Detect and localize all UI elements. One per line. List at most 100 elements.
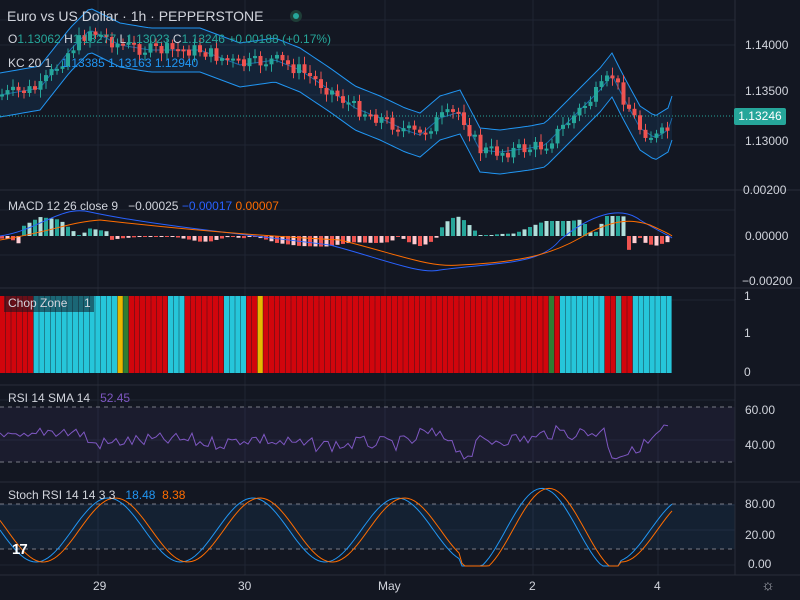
- stoch-tick: 20.00: [745, 528, 776, 542]
- macd-histogram-bar: [605, 216, 609, 236]
- candle-body: [654, 133, 659, 138]
- chop-zone-bar: [224, 296, 230, 373]
- stoch-rsi-plot: [0, 487, 735, 567]
- candle-body: [517, 144, 521, 148]
- chop-zone-bar: [134, 296, 140, 373]
- candle-body: [121, 43, 125, 46]
- candle-body: [418, 129, 422, 133]
- chop-zone-bar: [341, 296, 347, 373]
- candle-body: [550, 143, 554, 149]
- logo-text: 17: [12, 541, 28, 558]
- macd-histogram-bar: [660, 236, 664, 244]
- macd-histogram-bar: [539, 222, 543, 236]
- chop-zone-bar: [481, 296, 487, 373]
- macd-histogram-bar: [654, 236, 659, 246]
- macd-histogram-bar: [242, 236, 246, 239]
- macd-histogram-bar: [143, 236, 147, 237]
- time-tick: May: [378, 579, 401, 593]
- candle-body: [82, 35, 87, 41]
- chop-zone-bar: [201, 296, 207, 373]
- candle-body: [286, 60, 290, 65]
- macd-histogram-bar: [434, 236, 439, 238]
- candle-body: [407, 125, 411, 129]
- chop-zone-bar: [84, 296, 90, 373]
- macd-hist-value: 0.00007: [235, 199, 279, 213]
- chop-zone-bar: [39, 296, 45, 373]
- symbol-title[interactable]: Euro vs US Dollar · 1h · PEPPERSTONE: [7, 8, 264, 24]
- rsi-name: RSI 14 SMA 14: [8, 391, 91, 405]
- candle-body: [528, 149, 532, 153]
- open-value: 1.13062: [17, 32, 61, 46]
- macd-histogram-bar: [148, 236, 153, 237]
- kc-upper-value: 1.13385: [61, 56, 105, 70]
- kc-legend[interactable]: KC 20 1 1.13385 1.13163 1.12940: [8, 56, 198, 70]
- macd-histogram-bar: [385, 236, 389, 243]
- candle-body: [0, 94, 4, 97]
- candle-body: [154, 43, 158, 47]
- candle-body: [77, 35, 81, 51]
- candle-body: [440, 112, 444, 118]
- settings-icon[interactable]: ☼: [761, 577, 775, 594]
- macd-tick: 0.00200: [743, 183, 787, 197]
- candle-body: [110, 37, 114, 48]
- macd-histogram-bar: [88, 228, 92, 236]
- candlestick-series: [0, 26, 670, 164]
- stoch-legend[interactable]: Stoch RSI 14 14 3 3 18.48 8.38: [8, 488, 185, 502]
- macd-histogram-bar: [231, 236, 235, 237]
- macd-legend[interactable]: MACD 12 26 close 9 −0.00025 −0.00017 0.0…: [8, 199, 279, 213]
- candle-body: [242, 59, 246, 67]
- candle-body: [522, 144, 527, 153]
- high-value: 1.13277: [72, 32, 117, 46]
- tradingview-logo[interactable]: 17: [8, 540, 38, 560]
- candle-body: [390, 117, 395, 130]
- macd-histogram-bar: [401, 236, 406, 239]
- chop-legend[interactable]: Chop Zone 1: [8, 296, 91, 310]
- macd-histogram-bar: [5, 236, 10, 239]
- chop-zone-bar: [358, 296, 364, 373]
- candle-body: [247, 58, 252, 67]
- chop-zone-bar: [610, 296, 616, 373]
- macd-histogram-bar: [159, 236, 164, 237]
- candle-body: [341, 96, 345, 103]
- chop-zone-bar: [420, 296, 426, 373]
- candle-body: [187, 49, 191, 56]
- chop-zone-bar: [448, 296, 454, 373]
- candle-body: [352, 101, 356, 104]
- chop-zone-bar: [72, 296, 78, 373]
- macd-histogram-bar: [456, 216, 461, 236]
- chop-zone-bar: [543, 296, 549, 373]
- chop-zone-bar: [588, 296, 594, 373]
- candle-body: [561, 124, 565, 129]
- chop-zone-bar: [375, 296, 381, 373]
- chop-zone-bar: [520, 296, 526, 373]
- rsi-legend[interactable]: RSI 14 SMA 14 52.45: [8, 391, 130, 405]
- macd-histogram-bar: [27, 222, 32, 236]
- macd-histogram-bar: [104, 231, 109, 236]
- candle-body: [198, 45, 202, 53]
- candle-body: [379, 117, 384, 123]
- chop-zone-bar: [386, 296, 392, 373]
- market-status-icon[interactable]: [290, 10, 302, 22]
- chop-zone-bar: [151, 296, 157, 373]
- candle-body: [627, 104, 631, 109]
- macd-histogram-bar: [154, 236, 158, 237]
- candle-body: [451, 109, 455, 112]
- macd-histogram-bar: [38, 217, 43, 236]
- candle-body: [220, 58, 224, 61]
- chop-name: Chop Zone: [8, 296, 68, 310]
- candle-body: [71, 50, 76, 54]
- chop-zone-bar: [330, 296, 336, 373]
- macd-histogram-bar: [352, 236, 356, 243]
- chop-zone-bar: [380, 296, 386, 373]
- candle-body: [583, 105, 587, 108]
- chop-zone-bar: [100, 296, 106, 373]
- macd-histogram-bar: [550, 221, 554, 236]
- candle-body: [148, 43, 153, 53]
- chop-zone-bar: [184, 296, 190, 373]
- chop-zone-bar: [655, 296, 661, 373]
- candle-body: [115, 43, 120, 48]
- macd-histogram-bar: [33, 219, 37, 236]
- chop-zone-bar: [123, 296, 129, 373]
- chop-zone-bar: [453, 296, 459, 373]
